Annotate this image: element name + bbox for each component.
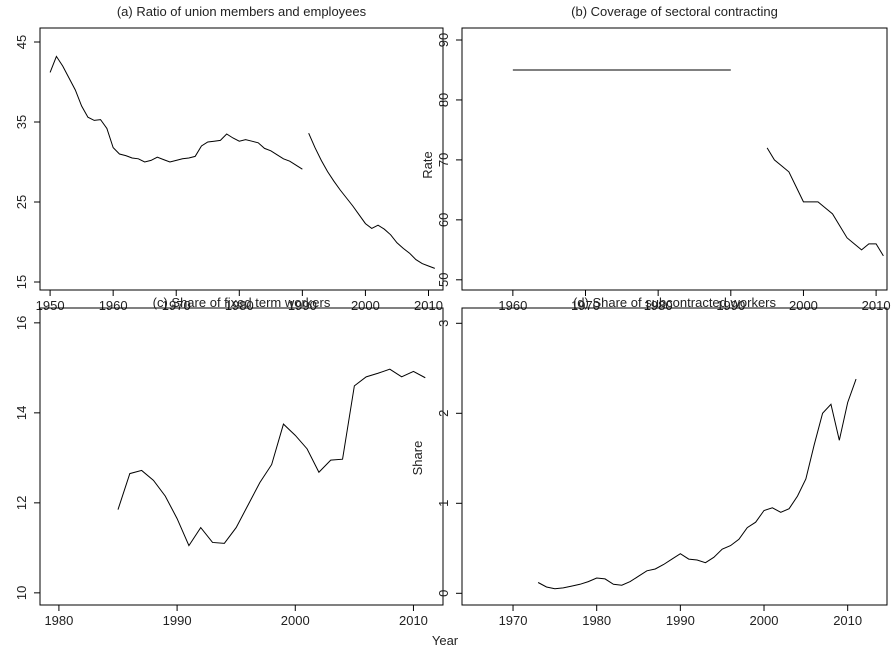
y-tick-label: 12: [14, 496, 29, 510]
x-tick-label: 2010: [833, 613, 862, 628]
panel-title: (c) Share of fixed term workers: [153, 295, 331, 310]
y-tick-label: 90: [436, 33, 451, 47]
panel-title: (d) Share of subcontracted workers: [573, 295, 777, 310]
data-line: [537, 378, 857, 590]
x-tick-label: 1990: [288, 298, 317, 313]
y-tick-label: 3: [436, 320, 451, 327]
x-axis-label: Year: [432, 633, 459, 648]
y-tick-label: 25: [14, 195, 29, 209]
y-tick-label: 80: [436, 93, 451, 107]
y-axis-label: Share: [410, 441, 425, 476]
data-line: [766, 147, 884, 257]
plot-frame: [39, 27, 444, 291]
y-tick-label: 16: [14, 316, 29, 330]
x-tick-label: 1950: [36, 298, 65, 313]
data-line: [308, 132, 435, 269]
plot-frame: [461, 27, 888, 291]
x-tick-label: 1980: [644, 298, 673, 313]
x-tick-label: 2000: [750, 613, 779, 628]
data-line: [49, 55, 303, 170]
x-tick-label: 1970: [162, 298, 191, 313]
y-tick-label: 70: [436, 153, 451, 167]
y-tick-label: 10: [14, 586, 29, 600]
plot-frame: [461, 307, 888, 606]
x-tick-label: 1990: [666, 613, 695, 628]
x-tick-label: 1960: [99, 298, 128, 313]
x-tick-label: 1990: [716, 298, 745, 313]
x-tick-label: 2000: [351, 298, 380, 313]
x-tick-label: 1980: [582, 613, 611, 628]
y-tick-label: 35: [14, 115, 29, 129]
x-tick-label: 1970: [571, 298, 600, 313]
plot-frame: [39, 307, 444, 606]
y-tick-label: 15: [14, 275, 29, 289]
x-tick-label: 1980: [225, 298, 254, 313]
x-tick-label: 1990: [163, 613, 192, 628]
y-tick-label: 50: [436, 273, 451, 287]
x-tick-label: 1980: [44, 613, 73, 628]
data-line: [117, 368, 426, 547]
x-tick-label: 2000: [789, 298, 818, 313]
panel-title: (a) Ratio of union members and employees: [117, 4, 367, 19]
x-tick-label: 2010: [414, 298, 443, 313]
panel-title: (b) Coverage of sectoral contracting: [571, 4, 778, 19]
y-tick-label: 1: [436, 500, 451, 507]
x-tick-label: 2000: [281, 613, 310, 628]
x-tick-label: 2010: [862, 298, 891, 313]
y-tick-label: 45: [14, 35, 29, 49]
y-axis-label: Rate: [420, 151, 435, 178]
x-tick-label: 1970: [499, 613, 528, 628]
x-tick-label: 2010: [399, 613, 428, 628]
y-tick-label: 14: [14, 406, 29, 420]
x-tick-label: 1960: [498, 298, 527, 313]
y-tick-label: 2: [436, 410, 451, 417]
y-tick-label: 0: [436, 590, 451, 597]
y-tick-label: 60: [436, 213, 451, 227]
